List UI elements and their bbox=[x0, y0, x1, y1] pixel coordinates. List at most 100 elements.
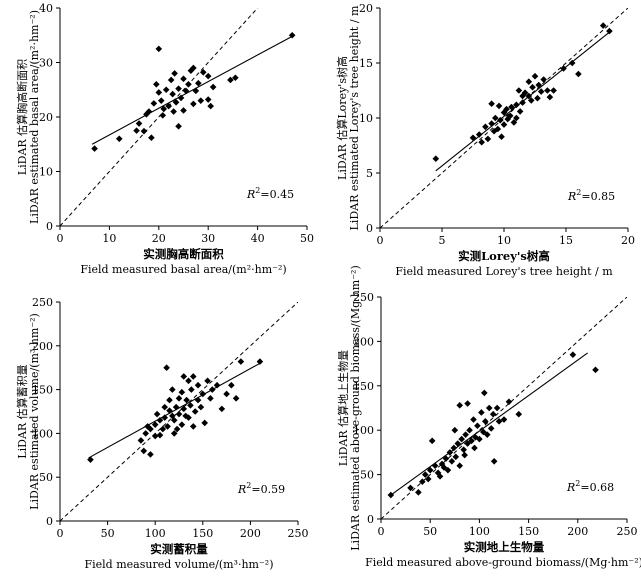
regression-line bbox=[390, 352, 588, 496]
data-point bbox=[180, 75, 187, 83]
data-point bbox=[482, 123, 489, 131]
data-point bbox=[450, 444, 458, 452]
data-point bbox=[461, 451, 468, 459]
r-squared-label: R2=0.59 bbox=[237, 481, 285, 496]
y-tick-label: 30 bbox=[39, 57, 53, 70]
y-tick-label: 0 bbox=[46, 220, 53, 233]
data-point bbox=[474, 422, 481, 430]
data-point bbox=[175, 395, 183, 402]
data-point bbox=[207, 395, 214, 402]
data-point bbox=[505, 398, 513, 406]
data-point bbox=[175, 122, 182, 130]
data-point bbox=[606, 27, 613, 35]
data-point bbox=[209, 386, 216, 393]
data-point bbox=[510, 119, 518, 126]
one-to-one-line bbox=[381, 297, 627, 519]
data-point bbox=[568, 59, 576, 67]
data-point bbox=[161, 403, 169, 411]
data-point bbox=[164, 423, 171, 430]
data-point bbox=[156, 431, 164, 439]
data-point bbox=[500, 121, 508, 128]
data-point bbox=[204, 72, 212, 80]
data-point bbox=[166, 396, 173, 404]
data-point bbox=[155, 89, 163, 96]
data-point bbox=[148, 134, 155, 142]
y-tick-label: 0 bbox=[46, 515, 53, 528]
y-axis-title-cn: LiDAR 估算地上生物量 bbox=[336, 350, 350, 466]
x-tick-label: 20 bbox=[152, 232, 166, 245]
data-point bbox=[199, 69, 207, 76]
data-point bbox=[190, 100, 197, 108]
data-point bbox=[180, 405, 188, 413]
data-point bbox=[135, 120, 143, 127]
x-tick-label: 200 bbox=[567, 525, 588, 538]
x-axis-title-en: Field measured Lorey's tree height / m bbox=[395, 265, 613, 278]
data-point bbox=[387, 491, 395, 499]
x-tick-label: 20 bbox=[621, 234, 635, 247]
x-tick-label: 10 bbox=[102, 232, 116, 245]
x-axis-title-cn: 实测蓄积量 bbox=[150, 542, 208, 556]
data-point bbox=[180, 373, 188, 380]
data-point bbox=[201, 419, 209, 427]
data-point bbox=[592, 366, 599, 374]
data-point bbox=[194, 396, 202, 404]
y-axis-title-cn: LiDAR 估算胸高断面积 bbox=[15, 59, 29, 175]
y-tick-label: 200 bbox=[353, 335, 374, 348]
data-point bbox=[478, 138, 485, 146]
data-point bbox=[170, 108, 177, 115]
data-point bbox=[407, 484, 414, 492]
y-axis-title-cn: LiDAR 估算蓄积量 bbox=[15, 364, 29, 458]
data-point bbox=[531, 72, 539, 80]
chart-volume: 0 50 100 150 200 250 0 50 100 150 200 250 R2=0.59 实测蓄… bbox=[15, 296, 309, 571]
x-axis-title-en: Field measured basal area/(m²·hm⁻²) bbox=[80, 263, 286, 276]
data-point bbox=[490, 457, 498, 465]
data-point bbox=[194, 381, 202, 389]
chart-basal-area: 0 10 20 30 40 50 0 10 20 30 40 R2=0.45 实测胸高断面积 Field … bbox=[15, 2, 314, 276]
data-point bbox=[232, 74, 239, 82]
data-point bbox=[159, 112, 167, 119]
data-point bbox=[527, 97, 535, 104]
data-point bbox=[436, 473, 444, 480]
y-tick-label: 15 bbox=[359, 57, 373, 70]
data-point bbox=[197, 97, 205, 104]
data-point bbox=[169, 90, 176, 98]
data-point bbox=[147, 425, 154, 433]
one-to-one-line bbox=[60, 8, 259, 226]
data-point bbox=[456, 462, 464, 470]
data-point bbox=[167, 76, 175, 84]
chart-lorey-height: 0 5 10 15 20 0 5 10 15 20 R2=0.85 实测Lorey's树高 Field … bbox=[335, 2, 635, 278]
data-point bbox=[550, 87, 557, 94]
data-point bbox=[170, 430, 178, 437]
y-tick-label: 100 bbox=[353, 424, 374, 437]
data-point bbox=[197, 403, 205, 411]
x-axis-title-en: Field measured volume/(m³·hm⁻²) bbox=[85, 558, 274, 571]
data-point bbox=[426, 466, 434, 474]
data-point bbox=[165, 102, 172, 110]
one-to-one-line bbox=[380, 8, 628, 228]
data-point bbox=[87, 456, 94, 463]
y-tick-label: 150 bbox=[32, 384, 53, 397]
x-axis-title-en: Field measured above-ground biomass/(Mg·… bbox=[365, 556, 641, 569]
y-axis-title-en: LiDAR estimated Lorey's tree height / m bbox=[348, 5, 361, 231]
y-tick-label: 150 bbox=[353, 380, 374, 393]
data-point bbox=[424, 475, 432, 483]
regression-line bbox=[88, 362, 261, 459]
data-point bbox=[189, 373, 197, 380]
data-point bbox=[482, 418, 489, 425]
x-tick-label: 30 bbox=[201, 232, 215, 245]
data-point bbox=[446, 449, 454, 456]
x-tick-label: 250 bbox=[288, 527, 309, 540]
data-point bbox=[137, 437, 145, 444]
data-point bbox=[456, 402, 464, 409]
data-point bbox=[195, 79, 202, 87]
x-tick-label: 150 bbox=[192, 527, 213, 540]
data-point bbox=[458, 435, 465, 443]
data-point bbox=[438, 460, 446, 468]
data-point bbox=[170, 416, 178, 424]
data-point bbox=[157, 97, 165, 104]
data-point bbox=[185, 377, 192, 385]
data-point bbox=[419, 478, 426, 486]
data-point bbox=[161, 414, 169, 421]
data-point bbox=[151, 432, 159, 440]
data-point bbox=[454, 440, 462, 447]
